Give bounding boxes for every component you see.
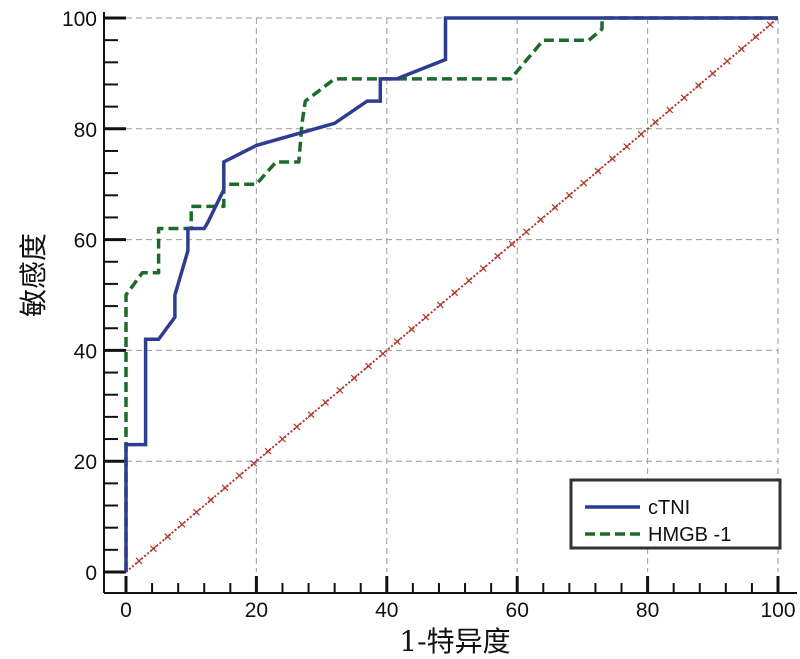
y-tick-label: 20 [74, 451, 97, 474]
reference-marker [149, 545, 157, 553]
reference-marker [580, 179, 588, 187]
legend-label-ctni: cTNI [648, 497, 690, 519]
legend-label-hmgb1: HMGB -1 [648, 524, 731, 546]
reference-marker [565, 191, 573, 199]
reference-marker [436, 301, 444, 309]
y-tick-label: 80 [74, 119, 97, 142]
reference-marker [709, 69, 717, 77]
x-tick-label: 20 [245, 599, 268, 622]
reference-marker [379, 350, 387, 358]
reference-marker [250, 459, 258, 467]
reference-marker [336, 386, 344, 394]
x-tick-label: 0 [120, 599, 132, 622]
reference-marker [738, 45, 745, 53]
y-tick-label: 40 [74, 340, 97, 363]
reference-marker [164, 533, 172, 540]
x-tick-label: 60 [506, 599, 529, 622]
reference-marker [221, 484, 229, 492]
series-line-hmgb1 [124, 16, 778, 572]
reference-marker [522, 228, 530, 236]
reference-marker [608, 155, 616, 163]
x-tick-label: 100 [760, 599, 795, 622]
reference-marker [322, 399, 329, 406]
legend-box [569, 478, 782, 550]
axes [103, 12, 797, 594]
reference-marker [766, 21, 774, 29]
x-axis-title: 1-特异度 [399, 625, 510, 658]
reference-marker [623, 143, 631, 150]
reference-marker [307, 411, 315, 419]
reference-marker [365, 362, 372, 370]
y-tick-label: 60 [74, 230, 97, 253]
reference-marker [408, 325, 416, 333]
reference-marker [752, 33, 760, 41]
reference-marker [192, 508, 200, 516]
legend: cTNI HMGB -1 [569, 478, 782, 550]
reference-marker [279, 435, 286, 443]
reference-marker [723, 57, 731, 65]
y-tick-label: 100 [62, 8, 97, 31]
reference-marker [465, 277, 473, 285]
x-tick-label: 80 [636, 599, 659, 622]
reference-marker [393, 338, 401, 345]
y-tick-label: 0 [85, 562, 97, 585]
reference-marker [422, 313, 430, 321]
y-axis-title: 敏感度 [17, 233, 50, 317]
reference-marker [293, 423, 301, 431]
series-line-ctni [124, 16, 778, 572]
reference-marker [508, 240, 516, 248]
reference-marker [637, 130, 645, 138]
reference-marker [680, 94, 688, 102]
reference-marker [350, 374, 358, 382]
reference-marker [594, 167, 602, 175]
x-tick-label: 40 [375, 599, 398, 622]
series [124, 16, 779, 573]
reference-marker [264, 447, 272, 455]
reference-marker [236, 472, 243, 480]
reference-marker [494, 252, 502, 260]
reference-marker [651, 118, 659, 126]
reference-marker [537, 216, 545, 224]
tick-labels: 0 20 40 60 80 100 0 20 40 60 80 100 [62, 8, 796, 622]
reference-marker [695, 82, 702, 90]
reference-marker [666, 106, 674, 114]
reference-marker [178, 520, 186, 528]
reference-marker [451, 289, 459, 297]
reference-marker [135, 557, 143, 565]
reference-marker [479, 264, 487, 272]
reference-marker [551, 204, 559, 211]
reference-marker [207, 496, 215, 504]
